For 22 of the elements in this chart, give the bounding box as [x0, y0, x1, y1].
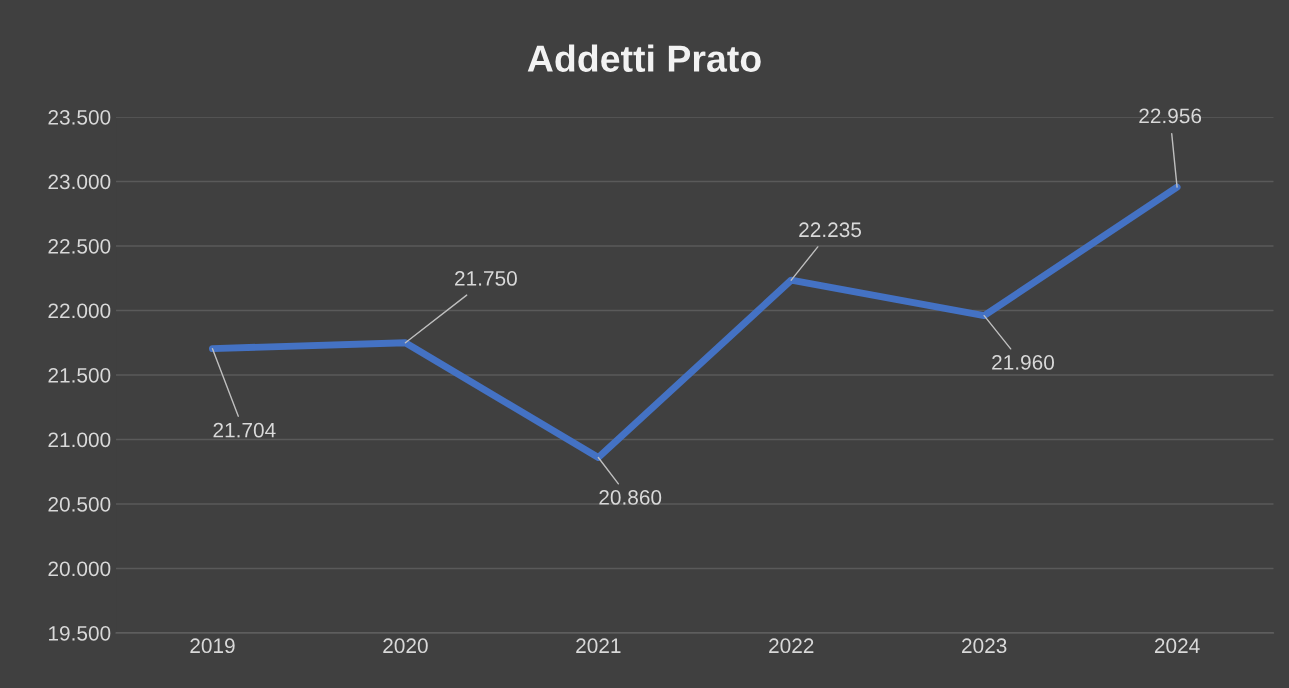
x-tick-label: 2020 — [383, 638, 428, 654]
data-label: 22.235 — [799, 222, 862, 238]
y-tick-label: 21.500 — [48, 367, 111, 383]
x-tick-label: 2024 — [1154, 638, 1200, 654]
y-tick-label: 23.000 — [48, 174, 111, 190]
y-tick-label: 23.500 — [48, 109, 111, 125]
y-tick-label: 22.000 — [48, 303, 111, 319]
y-tick-label: 20.000 — [48, 561, 111, 577]
data-label: 21.960 — [992, 355, 1054, 370]
data-label: 20.860 — [599, 490, 662, 505]
y-tick-label: 19.500 — [49, 625, 111, 641]
y-tick-label: 22.500 — [48, 238, 111, 254]
x-tick-label: 2023 — [962, 638, 1007, 654]
y-tick-label: 21.000 — [48, 432, 111, 448]
x-tick-label: 2019 — [190, 638, 235, 654]
data-label: 22.956 — [1139, 108, 1202, 124]
x-tick-label: 2022 — [769, 638, 814, 654]
chart-title: Addetti Prato — [527, 44, 761, 72]
x-tick-label: 2021 — [576, 638, 621, 654]
data-label: 21.704 — [213, 422, 276, 438]
y-tick-label: 20.500 — [48, 496, 111, 512]
data-label: 21.750 — [455, 271, 517, 286]
